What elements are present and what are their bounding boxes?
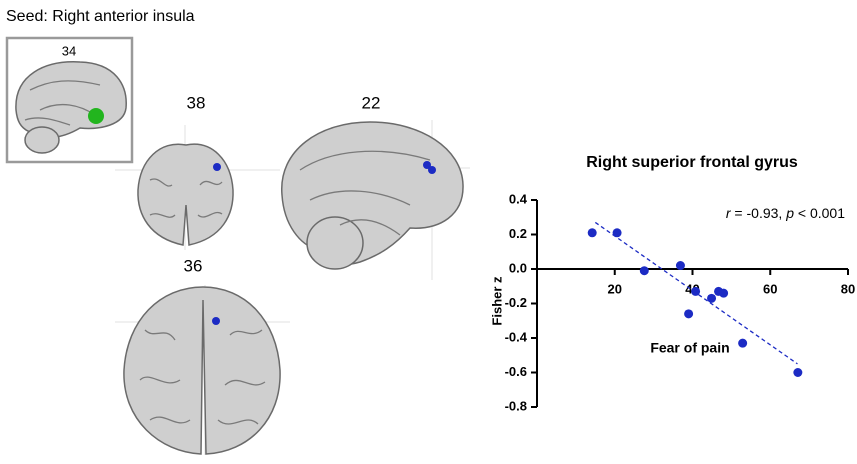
point <box>691 287 700 296</box>
point <box>588 228 597 237</box>
sagittal-brain <box>282 122 463 269</box>
point <box>793 368 802 377</box>
point <box>738 339 747 348</box>
point <box>684 309 693 318</box>
x-tick-label: 20 <box>608 281 622 296</box>
y-tick-label: 0.4 <box>509 191 528 206</box>
y-tick-label: -0.6 <box>505 364 527 379</box>
seed-blob <box>88 108 104 124</box>
point <box>719 289 728 298</box>
coronal-brain <box>138 144 233 245</box>
y-tick-label: 0.2 <box>509 226 527 241</box>
point <box>640 266 649 275</box>
point <box>613 228 622 237</box>
y-tick-label: -0.4 <box>505 329 528 344</box>
figure: Seed: Right anterior insula 34 38 22 36 … <box>0 0 857 459</box>
slice-label: 34 <box>62 43 76 58</box>
x-tick-label: 80 <box>841 281 855 296</box>
slice-label: 36 <box>184 256 203 275</box>
point <box>707 294 716 303</box>
x-tick-label: 60 <box>763 281 777 296</box>
axial-brain <box>124 287 280 454</box>
chart-title: Right superior frontal gyrus <box>586 154 798 171</box>
y-tick-label: -0.2 <box>505 295 527 310</box>
y-tick-label: 0.0 <box>509 260 527 275</box>
x-axis-label: Fear of pain <box>650 340 729 356</box>
y-tick-label: -0.8 <box>505 398 527 413</box>
seed-title: Seed: Right anterior insula <box>6 8 195 25</box>
slice-label: 22 <box>362 93 381 112</box>
point <box>676 261 685 270</box>
slice-label: 38 <box>187 93 206 112</box>
y-axis-label: Fisher z <box>489 276 504 326</box>
stat-annotation: r = -0.93, p < 0.001 <box>726 205 845 221</box>
